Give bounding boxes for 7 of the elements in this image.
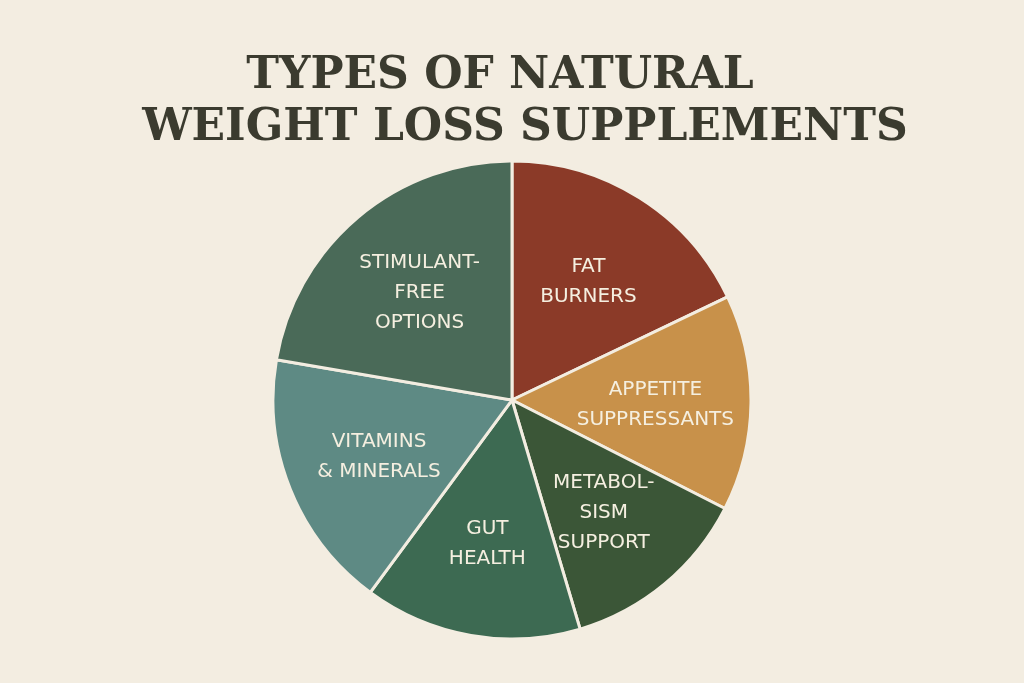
slice-label: VITAMINS & MINERALS xyxy=(317,427,441,482)
slice-label: STIMULANT- FREE OPTIONS xyxy=(359,249,480,334)
slice-label: APPETITE SUPPRESSANTS xyxy=(576,375,735,430)
slice-label: FAT BURNERS xyxy=(540,252,637,307)
chart-title: TYPES OF NATURAL WEIGHT LOSS SUPPLEMENTS xyxy=(141,47,908,150)
slice-label: GUT HEALTH xyxy=(448,515,526,570)
slice-label: METABOL- SISM SUPPORT xyxy=(553,469,655,554)
